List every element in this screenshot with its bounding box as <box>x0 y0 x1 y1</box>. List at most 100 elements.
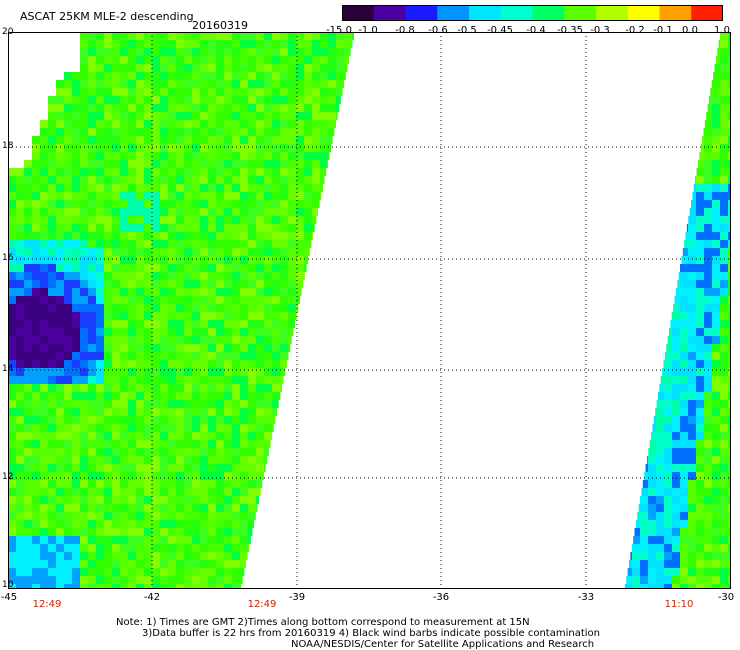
swath-pixel <box>674 296 683 304</box>
swath-pixel <box>104 376 112 384</box>
swath-pixel <box>208 456 216 464</box>
swath-pixel <box>713 72 722 80</box>
swath-pixel <box>240 120 248 128</box>
swath-pixel <box>168 424 176 432</box>
swath-pixel <box>112 168 120 176</box>
swath-pixel <box>712 288 720 296</box>
swath-pixel <box>104 304 112 312</box>
swath-pixel <box>248 376 256 384</box>
swath-pixel <box>32 160 40 168</box>
swath-pixel <box>232 576 240 584</box>
swath-pixel <box>120 72 128 80</box>
swath-pixel <box>128 32 136 40</box>
swath-pixel <box>232 456 240 464</box>
swath-pixel <box>168 328 176 336</box>
swath-pixel <box>280 112 288 120</box>
swath-pixel <box>176 384 184 392</box>
swath-pixel <box>112 112 120 120</box>
swath-pixel <box>712 552 720 560</box>
swath-pixel <box>224 240 232 248</box>
swath-pixel <box>320 32 328 40</box>
swath-pixel <box>88 424 96 432</box>
swath-pixel <box>672 368 680 376</box>
swath-pixel <box>688 320 696 328</box>
swath-pixel <box>16 400 24 408</box>
swath-pixel <box>224 288 232 296</box>
swath-pixel <box>72 352 80 360</box>
swath-pixel <box>112 392 120 400</box>
swath-pixel <box>256 456 264 464</box>
swath-pixel <box>272 120 280 128</box>
swath-pixel <box>240 264 248 272</box>
swath-pixel <box>728 144 731 152</box>
colorbar-segment <box>342 5 375 21</box>
swath-pixel <box>640 584 648 589</box>
swath-pixel <box>664 464 672 472</box>
swath-pixel <box>72 368 80 376</box>
swath-pixel <box>264 320 272 328</box>
swath-pixel <box>680 432 688 440</box>
swath-pixel <box>72 152 80 160</box>
swath-pixel <box>136 32 144 40</box>
swath-pixel <box>128 488 136 496</box>
swath-pixel <box>224 320 232 328</box>
swath-pixel <box>120 328 128 336</box>
swath-pixel <box>152 296 160 304</box>
swath-pixel <box>112 72 120 80</box>
swath-pixel <box>232 72 240 80</box>
swath-pixel <box>184 400 192 408</box>
swath-pixel <box>72 160 80 168</box>
swath-pixel <box>704 160 712 168</box>
swath-pixel <box>720 520 728 528</box>
swath-pixel <box>120 384 128 392</box>
swath-pixel <box>256 56 264 64</box>
swath-pixel <box>144 272 152 280</box>
swath-pixel <box>96 408 104 416</box>
swath-pixel <box>40 568 48 576</box>
swath-pixel <box>248 256 256 264</box>
swath-pixel <box>120 48 128 56</box>
swath-pixel <box>640 568 648 576</box>
swath-pixel <box>224 248 232 256</box>
swath-pixel <box>32 168 40 176</box>
swath-pixel <box>96 432 104 440</box>
swath-pixel <box>256 112 264 120</box>
swath-pixel <box>264 280 272 288</box>
swath-pixel <box>264 304 272 312</box>
swath-pixel <box>128 296 136 304</box>
lon-label: -36 <box>432 592 450 603</box>
swath-pixel <box>256 120 264 128</box>
swath-pixel <box>200 376 208 384</box>
swath-pixel <box>88 120 96 128</box>
swath-pixel <box>280 64 288 72</box>
swath-pixel <box>216 224 224 232</box>
swath-pixel <box>264 272 272 280</box>
swath-pixel <box>32 456 40 464</box>
swath-pixel <box>24 328 32 336</box>
swath-pixel <box>88 384 96 392</box>
swath-pixel <box>176 40 184 48</box>
swath-pixel <box>72 408 80 416</box>
swath-pixel <box>104 256 112 264</box>
swath-pixel <box>312 168 320 176</box>
swath-pixel <box>184 352 192 360</box>
swath-pixel <box>672 504 680 512</box>
swath-pixel <box>256 304 264 312</box>
swath-pixel <box>96 64 104 72</box>
swath-pixel <box>720 576 728 584</box>
swath-pixel <box>304 208 312 216</box>
swath-pixel <box>96 240 104 248</box>
swath-pixel <box>80 344 88 352</box>
swath-pixel <box>72 96 80 104</box>
swath-pixel <box>712 384 720 392</box>
swath-pixel <box>176 128 184 136</box>
swath-pixel <box>64 208 72 216</box>
swath-pixel <box>216 248 224 256</box>
swath-pixel <box>256 40 264 48</box>
swath-pixel <box>704 352 712 360</box>
swath-pixel <box>120 184 128 192</box>
swath-pixel <box>192 544 200 552</box>
swath-pixel <box>144 512 152 520</box>
swath-pixel <box>32 568 40 576</box>
swath-pixel <box>96 184 104 192</box>
